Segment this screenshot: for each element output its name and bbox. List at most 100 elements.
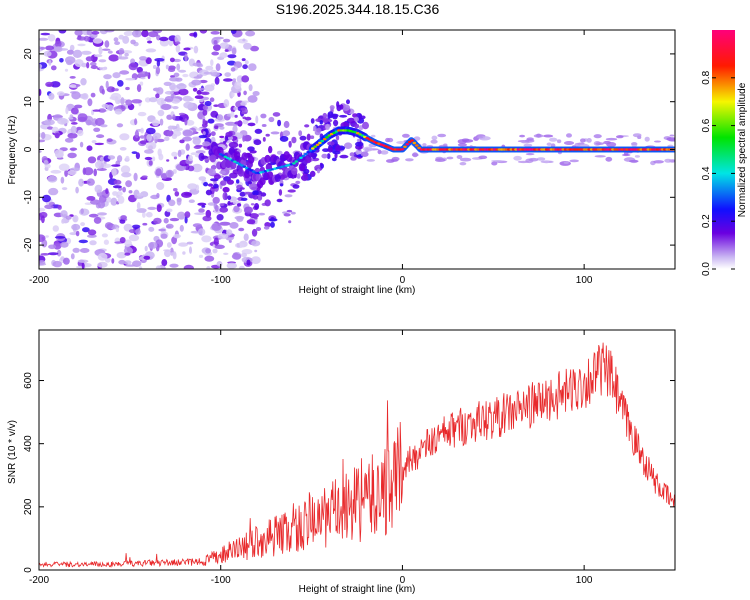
noise-blob <box>252 190 259 196</box>
noise-blob <box>114 96 119 104</box>
noise-blob <box>47 126 54 130</box>
noise-blob <box>185 143 190 151</box>
noise-blob <box>125 86 130 91</box>
noise-blob <box>204 255 215 262</box>
noise-blob <box>193 31 198 38</box>
noise-blob <box>168 199 176 207</box>
noise-blob <box>176 83 187 90</box>
noise-blob <box>136 84 142 93</box>
noise-blob <box>100 124 108 128</box>
noise-blob <box>146 134 153 142</box>
noise-blob <box>156 87 164 95</box>
noise-blob <box>86 196 96 201</box>
x-tick-label: -200 <box>29 275 49 286</box>
noise-blob <box>123 31 134 36</box>
x-tick-label: 0 <box>400 575 406 586</box>
noise-blob <box>104 222 113 229</box>
noise-blob <box>43 119 55 126</box>
noise-blob <box>385 137 391 143</box>
noise-blob <box>90 92 96 98</box>
noise-blob <box>128 62 138 71</box>
noise-blob <box>192 62 203 67</box>
noise-blob <box>66 59 73 66</box>
noise-blob <box>104 30 115 33</box>
ridge-core <box>296 158 301 161</box>
noise-blob <box>141 30 149 38</box>
noise-blob <box>457 143 467 147</box>
noise-blob <box>169 77 180 82</box>
noise-blob <box>214 244 225 249</box>
noise-blob <box>205 248 212 254</box>
noise-blob <box>230 67 236 72</box>
noise-blob <box>270 221 275 228</box>
noise-blob <box>252 194 259 200</box>
noise-blob <box>279 183 284 187</box>
ridge-core <box>412 141 417 145</box>
noise-blob <box>83 167 94 176</box>
noise-blob <box>175 41 181 45</box>
noise-blob <box>111 164 121 167</box>
noise-blob <box>39 260 46 265</box>
noise-blob <box>210 178 219 182</box>
noise-blob <box>251 256 261 264</box>
noise-blob <box>396 141 406 144</box>
noise-blob <box>182 136 193 142</box>
noise-blob <box>145 127 156 135</box>
noise-blob <box>117 56 129 60</box>
noise-blob <box>178 69 187 73</box>
noise-blob <box>160 103 172 111</box>
noise-blob <box>629 159 639 163</box>
noise-blob <box>86 145 93 151</box>
noise-blob <box>93 168 97 177</box>
noise-blob <box>195 150 206 154</box>
noise-blob <box>71 223 81 231</box>
noise-blob <box>229 222 239 229</box>
noise-blob <box>233 107 238 111</box>
noise-blob <box>283 120 290 129</box>
noise-blob <box>605 137 618 141</box>
noise-blob <box>203 182 209 187</box>
noise-blob <box>123 246 133 255</box>
ridge-core <box>237 163 242 166</box>
noise-blob <box>593 134 602 139</box>
noise-blob <box>227 54 237 59</box>
noise-blob <box>158 153 164 161</box>
noise-blob <box>86 61 90 69</box>
noise-blob <box>205 189 212 196</box>
noise-blob <box>296 173 301 179</box>
noise-blob <box>145 142 156 150</box>
noise-blob <box>120 215 127 220</box>
noise-blob <box>172 114 176 121</box>
noise-blob <box>80 208 84 215</box>
noise-blob <box>58 163 70 171</box>
noise-blob <box>145 211 153 218</box>
noise-blob <box>107 50 113 54</box>
noise-blob <box>72 49 83 59</box>
noise-blob <box>525 153 535 156</box>
noise-blob <box>152 156 156 162</box>
noise-blob <box>213 174 221 180</box>
y-tick-label: 10 <box>23 96 34 108</box>
noise-blob <box>202 118 206 126</box>
noise-blob <box>526 137 534 141</box>
noise-blob <box>173 234 181 239</box>
noise-blob <box>156 204 162 213</box>
noise-blob <box>40 32 51 36</box>
noise-blob <box>155 66 161 75</box>
noise-blob <box>142 222 148 226</box>
noise-blob <box>39 150 42 153</box>
noise-blob <box>249 183 258 191</box>
noise-blob <box>94 184 103 193</box>
x-tick-label: 0 <box>400 275 406 286</box>
noise-blob <box>268 116 275 123</box>
noise-blob <box>97 201 106 209</box>
noise-blob <box>119 70 130 75</box>
noise-blob <box>87 234 97 238</box>
noise-blob <box>103 74 112 80</box>
noise-blob <box>119 237 126 244</box>
noise-blob <box>513 155 522 161</box>
noise-blob <box>192 137 201 145</box>
noise-blob <box>45 235 49 238</box>
noise-blob <box>227 201 231 206</box>
noise-blob <box>224 72 231 77</box>
